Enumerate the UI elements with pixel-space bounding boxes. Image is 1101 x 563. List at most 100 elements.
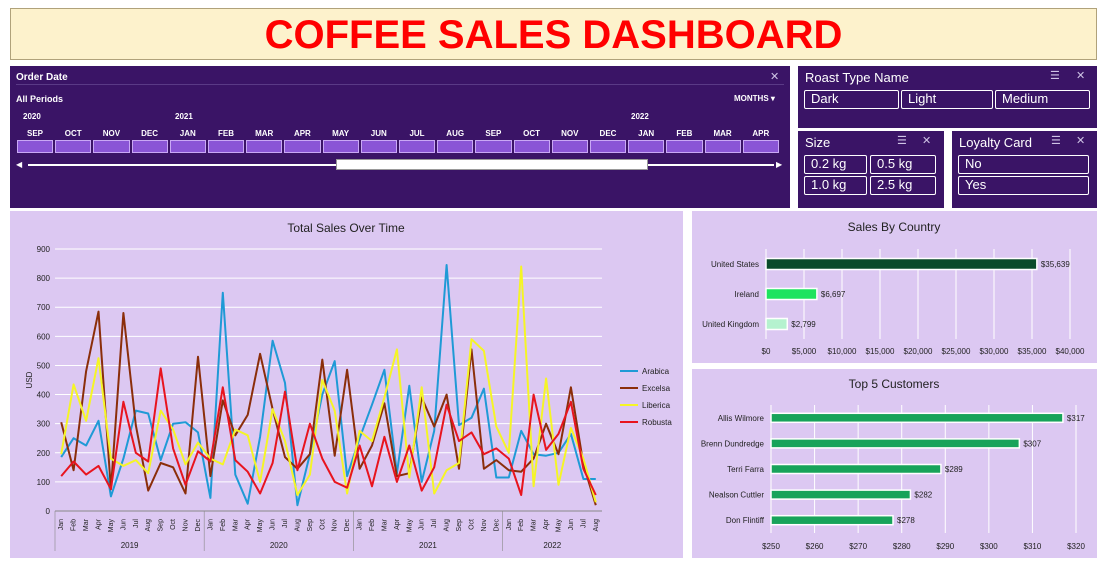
x-tick-label: $0 <box>762 347 771 356</box>
clear-filter-icon[interactable]: ✕ <box>922 135 932 147</box>
x-tick-label: $25,000 <box>942 347 971 356</box>
category-label: Allis Wilmore <box>718 414 765 423</box>
timeline-scrollbar[interactable]: ◀ ▶ <box>16 159 784 171</box>
timeline-month-label: JAN <box>179 129 196 138</box>
x-tick-label: $320 <box>1067 542 1085 551</box>
loyalty-card-slicer[interactable]: Loyalty Card ☰ ✕ No Yes <box>952 131 1097 208</box>
y-tick-label: 100 <box>37 478 51 487</box>
multi-select-icon[interactable]: ☰ <box>1050 70 1060 82</box>
timeline-month-cell[interactable] <box>131 140 168 153</box>
timeline-month-cell[interactable] <box>628 140 665 153</box>
timeline-year-label: 2022 <box>631 112 649 121</box>
bar-chart-title: Top 5 Customers <box>849 377 940 391</box>
timeline-month-cell[interactable] <box>17 140 54 153</box>
timeline-month-label: OCT <box>64 129 82 138</box>
bar <box>770 438 1021 449</box>
roast-type-slicer[interactable]: Roast Type Name ☰ ✕ Dark Light Medium <box>798 66 1097 128</box>
chevron-down-icon: ▾ <box>770 94 775 103</box>
timeline-month-label: SEP <box>26 129 43 138</box>
x-tick-label: Nov <box>183 519 190 532</box>
order-date-timeline[interactable]: Order Date ✕ All Periods MONTHS ▾ 2020 2… <box>10 66 790 208</box>
x-tick-label: Aug <box>444 519 451 532</box>
timeline-month-cell[interactable] <box>246 140 283 153</box>
scroll-right-icon[interactable]: ▶ <box>776 160 783 169</box>
x-tick-label: $290 <box>936 542 954 551</box>
category-label: Don Flintiff <box>726 516 765 525</box>
timeline-month-cell[interactable] <box>55 140 92 153</box>
timeline-month-cell[interactable] <box>322 140 359 153</box>
timeline-title: Order Date <box>16 72 68 83</box>
scrollbar-thumb[interactable] <box>336 159 648 170</box>
size-1-0kg-button[interactable]: 1.0 kg <box>804 176 867 195</box>
clear-filter-icon[interactable]: ✕ <box>1076 135 1086 147</box>
timeline-month-cell[interactable] <box>590 140 627 153</box>
x-tick-label: $260 <box>806 542 824 551</box>
x-tick-label: $20,000 <box>904 347 933 356</box>
x-tick-label: $10,000 <box>828 347 857 356</box>
total-sales-chart-panel: Total Sales Over Time USD 0 100 200 300 400 500… <box>10 211 683 558</box>
y-tick-label: 200 <box>37 449 51 458</box>
data-label: $278 <box>897 516 915 525</box>
timeline-month-label: APR <box>752 129 770 138</box>
x-tick-label: Mar <box>232 518 239 531</box>
timeline-month-label: NOV <box>561 129 579 138</box>
x-tick-label: Jan <box>506 519 513 530</box>
timeline-month-cell[interactable] <box>284 140 321 153</box>
timeline-year-label: 2021 <box>175 112 193 121</box>
timeline-month-cell[interactable] <box>704 140 741 153</box>
loyalty-yes-button[interactable]: Yes <box>958 176 1089 195</box>
x-tick-label: Apr <box>245 518 252 530</box>
size-0-2kg-button[interactable]: 0.2 kg <box>804 155 867 174</box>
timeline-month-label: SEP <box>485 129 502 138</box>
multi-select-icon[interactable]: ☰ <box>1051 135 1061 147</box>
roast-light-button[interactable]: Light <box>901 90 993 109</box>
timeline-month-cell[interactable] <box>513 140 550 153</box>
series-line-excelsa <box>60 310 597 506</box>
multi-select-icon[interactable]: ☰ <box>897 135 907 147</box>
y-tick-label: 800 <box>37 274 51 283</box>
size-slicer[interactable]: Size ☰ ✕ 0.2 kg 0.5 kg 1.0 kg 2.5 kg <box>798 131 944 208</box>
size-0-5kg-button[interactable]: 0.5 kg <box>870 155 936 174</box>
year-group-label: 2019 <box>121 541 139 550</box>
bar-chart-title: Sales By Country <box>848 220 941 234</box>
timeline-period-label: All Periods <box>16 94 64 104</box>
size-2-5kg-button[interactable]: 2.5 kg <box>870 176 936 195</box>
x-tick-label: Feb <box>71 519 78 531</box>
roast-dark-button[interactable]: Dark <box>804 90 899 109</box>
timeline-month-cell[interactable] <box>475 140 512 153</box>
timeline-month-cell[interactable] <box>742 140 779 153</box>
timeline-granularity-dropdown[interactable]: MONTHS ▾ <box>734 94 775 103</box>
timeline-month-label: JUL <box>409 129 425 138</box>
timeline-month-cell[interactable] <box>399 140 436 153</box>
timeline-month-label: FEB <box>676 129 693 138</box>
x-tick-label: Jan <box>357 519 364 530</box>
loyalty-no-button[interactable]: No <box>958 155 1089 174</box>
scroll-left-icon[interactable]: ◀ <box>16 160 23 169</box>
x-tick-label: May <box>257 519 264 533</box>
timeline-month-cell[interactable] <box>169 140 206 153</box>
timeline-month-cell[interactable] <box>437 140 474 153</box>
x-tick-label: $15,000 <box>866 347 895 356</box>
timeline-month-cell[interactable] <box>666 140 703 153</box>
category-label: Terri Farra <box>727 465 764 474</box>
y-tick-label: 600 <box>37 332 51 341</box>
series-line-arabica <box>60 264 596 507</box>
clear-filter-icon[interactable]: ✕ <box>770 71 780 83</box>
loyalty-slicer-title: Loyalty Card <box>959 135 1032 150</box>
timeline-month-cell[interactable] <box>93 140 130 153</box>
timeline-month-label: NOV <box>102 129 121 138</box>
timeline-month-cell[interactable] <box>551 140 588 153</box>
x-tick-label: May <box>108 519 115 533</box>
x-tick-label: Sep <box>158 519 165 532</box>
timeline-month-cell[interactable] <box>208 140 245 153</box>
x-tick-label: $250 <box>762 542 780 551</box>
x-tick-label: Dec <box>493 519 500 532</box>
x-tick-label: Oct <box>170 519 177 530</box>
x-tick-label: Nov <box>481 519 488 532</box>
dashboard-title: COFFEE SALES DASHBOARD <box>264 13 843 57</box>
clear-filter-icon[interactable]: ✕ <box>1076 70 1086 82</box>
bar <box>770 514 894 526</box>
roast-medium-button[interactable]: Medium <box>995 90 1090 109</box>
data-label: $289 <box>945 465 963 474</box>
timeline-month-cell[interactable] <box>360 140 397 153</box>
